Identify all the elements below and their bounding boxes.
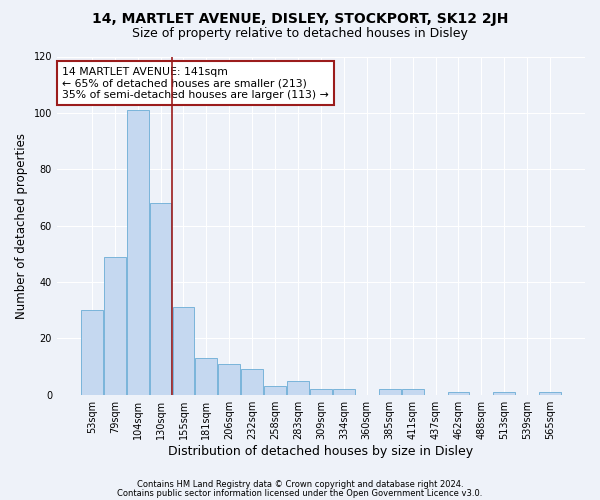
Bar — [104, 256, 125, 394]
Bar — [127, 110, 149, 395]
Bar — [448, 392, 469, 394]
Bar — [196, 358, 217, 395]
Bar — [402, 389, 424, 394]
Bar — [173, 308, 194, 394]
X-axis label: Distribution of detached houses by size in Disley: Distribution of detached houses by size … — [169, 444, 473, 458]
Bar — [379, 389, 401, 394]
Text: 14 MARTLET AVENUE: 141sqm
← 65% of detached houses are smaller (213)
35% of semi: 14 MARTLET AVENUE: 141sqm ← 65% of detac… — [62, 66, 329, 100]
Bar — [264, 386, 286, 394]
Bar — [241, 370, 263, 394]
Bar — [287, 380, 309, 394]
Y-axis label: Number of detached properties: Number of detached properties — [15, 132, 28, 318]
Text: Contains HM Land Registry data © Crown copyright and database right 2024.: Contains HM Land Registry data © Crown c… — [137, 480, 463, 489]
Text: Contains public sector information licensed under the Open Government Licence v3: Contains public sector information licen… — [118, 488, 482, 498]
Text: Size of property relative to detached houses in Disley: Size of property relative to detached ho… — [132, 28, 468, 40]
Bar — [493, 392, 515, 394]
Bar — [333, 389, 355, 394]
Bar — [81, 310, 103, 394]
Bar — [218, 364, 240, 394]
Text: 14, MARTLET AVENUE, DISLEY, STOCKPORT, SK12 2JH: 14, MARTLET AVENUE, DISLEY, STOCKPORT, S… — [92, 12, 508, 26]
Bar — [149, 203, 172, 394]
Bar — [310, 389, 332, 394]
Bar — [539, 392, 561, 394]
